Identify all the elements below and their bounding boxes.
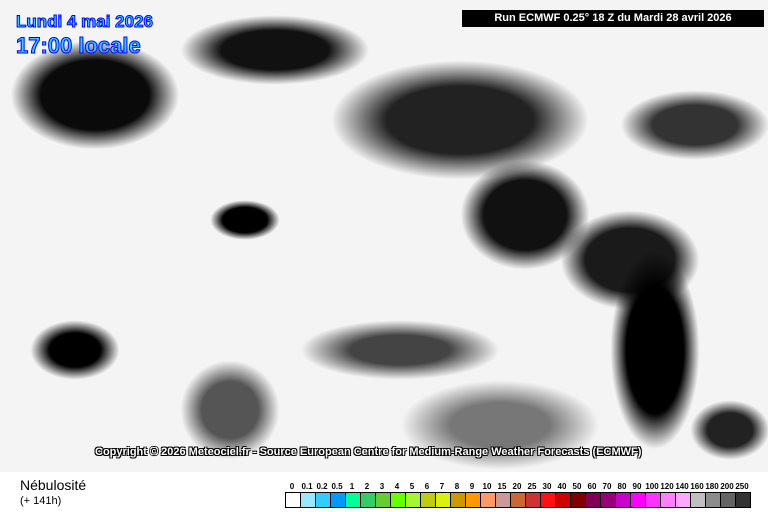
legend-swatch	[526, 493, 541, 507]
model-run-label: Run ECMWF 0.25° 18 Z du Mardi 28 avril 2…	[462, 10, 764, 27]
cloud-cover-map: Lundi 4 mai 2026 17:00 locale Run ECMWF …	[0, 0, 768, 472]
color-scale	[285, 492, 751, 508]
legend-swatch	[556, 493, 571, 507]
legend-label: 15	[497, 482, 507, 491]
legend-swatch	[331, 493, 346, 507]
legend-swatch	[316, 493, 331, 507]
legend-label: 250	[735, 482, 749, 491]
legend-swatch	[661, 493, 676, 507]
legend-label: 200	[720, 482, 734, 491]
legend-label: 7	[439, 482, 445, 491]
legend-label: 0.1	[301, 482, 313, 491]
legend-swatch	[436, 493, 451, 507]
legend-swatch	[481, 493, 496, 507]
legend-swatch	[421, 493, 436, 507]
lead-time: (+ 141h)	[20, 495, 62, 507]
parameter-name: Nébulosité	[20, 477, 87, 493]
legend-label: 5	[409, 482, 415, 491]
legend-label: 0.5	[331, 482, 343, 491]
legend-swatch	[631, 493, 646, 507]
legend-label: 20	[512, 482, 522, 491]
legend-label: 50	[572, 482, 582, 491]
legend-swatch	[691, 493, 706, 507]
legend-swatch	[286, 493, 301, 507]
legend-swatch	[736, 493, 750, 507]
legend-swatch	[406, 493, 421, 507]
legend-swatch	[616, 493, 631, 507]
legend-label: 4	[394, 482, 400, 491]
legend-label: 120	[660, 482, 674, 491]
legend-swatch	[511, 493, 526, 507]
legend-label: 3	[379, 482, 385, 491]
legend-label: 8	[454, 482, 460, 491]
legend-swatch	[706, 493, 721, 507]
legend-label: 160	[690, 482, 704, 491]
legend-label: 0.2	[316, 482, 328, 491]
legend-label: 2	[364, 482, 370, 491]
legend-swatch	[586, 493, 601, 507]
legend-label: 6	[424, 482, 430, 491]
copyright-notice: Copyright © 2026 Meteociel.fr - Source E…	[95, 446, 642, 458]
legend-label: 90	[632, 482, 642, 491]
legend-label: 140	[675, 482, 689, 491]
legend-label: 100	[645, 482, 659, 491]
legend-label: 0	[289, 482, 295, 491]
legend-label: 60	[587, 482, 597, 491]
legend-footer: Nébulosité (+ 141h) 0 0.1 0.2 0.5 1 2 3 4 5 6 7 8 9 1…	[0, 472, 768, 512]
legend-swatch	[571, 493, 586, 507]
legend-swatch	[376, 493, 391, 507]
legend-label: 70	[602, 482, 612, 491]
legend-label: 80	[617, 482, 627, 491]
legend-swatch	[391, 493, 406, 507]
forecast-time: 17:00 locale	[16, 33, 142, 59]
legend-label: 1	[349, 482, 355, 491]
legend-swatch	[721, 493, 736, 507]
legend-swatch	[496, 493, 511, 507]
legend-swatch	[301, 493, 316, 507]
legend-swatch	[346, 493, 361, 507]
forecast-date: Lundi 4 mai 2026	[16, 12, 154, 32]
legend-swatch	[466, 493, 481, 507]
legend-swatch	[646, 493, 661, 507]
legend-label: 25	[527, 482, 537, 491]
legend-swatch	[676, 493, 691, 507]
legend-label: 9	[469, 482, 475, 491]
legend-label: 30	[542, 482, 552, 491]
legend-swatch	[451, 493, 466, 507]
legend-label: 40	[557, 482, 567, 491]
legend-label: 10	[482, 482, 492, 491]
legend-swatch	[361, 493, 376, 507]
legend-swatch	[601, 493, 616, 507]
legend-swatch	[541, 493, 556, 507]
legend-label: 180	[705, 482, 719, 491]
